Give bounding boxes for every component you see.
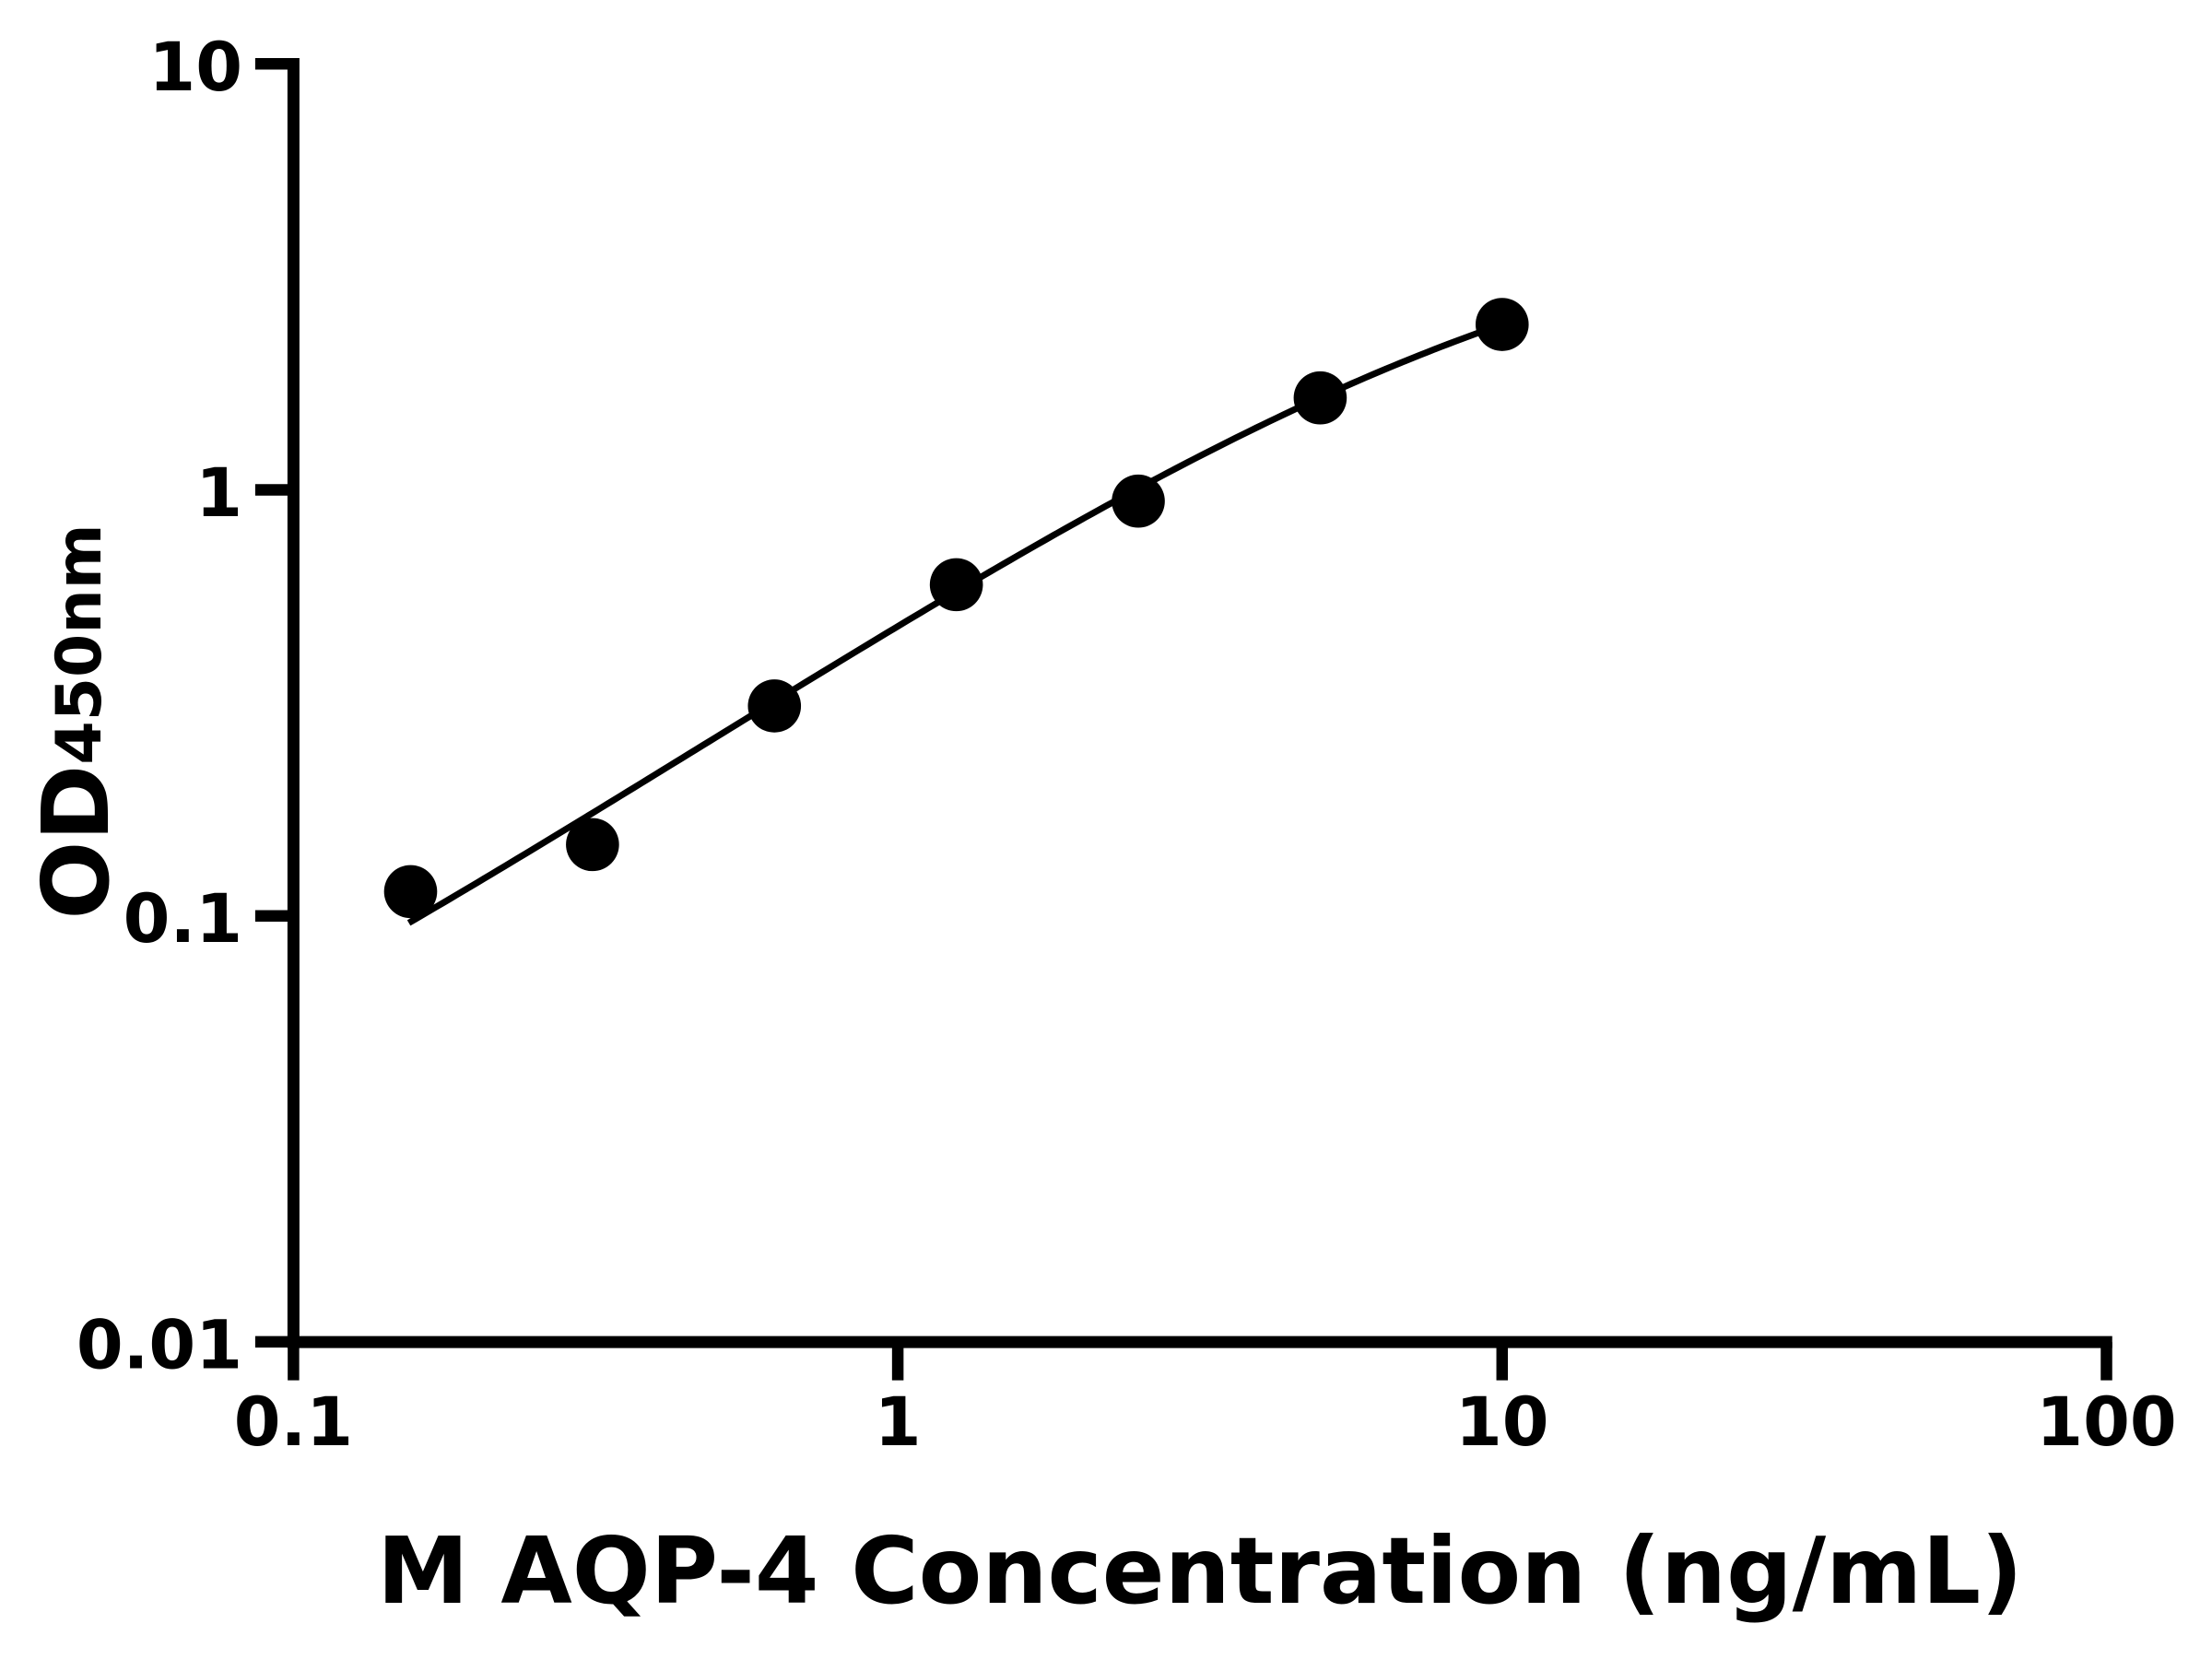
x-tick-label-100: 100 bbox=[2036, 1383, 2176, 1462]
y-axis-title-subscript: 450nm bbox=[43, 524, 116, 764]
x-axis-title: M AQP-4 Concentration (ng/mL) bbox=[377, 1517, 2023, 1625]
data-point bbox=[1293, 371, 1347, 425]
y-axis-title-main: OD bbox=[22, 765, 130, 920]
y-tick-label-0.1: 0.1 bbox=[124, 880, 242, 959]
y-tick-label-0.01: 0.01 bbox=[76, 1306, 242, 1384]
data-layer bbox=[383, 298, 1529, 926]
y-tick-label-1: 1 bbox=[195, 454, 242, 533]
y-axis-title: OD450nm bbox=[22, 524, 130, 919]
axes bbox=[287, 58, 2112, 1348]
tick-labels: 0.01 0.1 1 10 0.1 1 10 100 bbox=[76, 29, 2177, 1462]
x-tick-label-10: 10 bbox=[1455, 1383, 1549, 1462]
y-tick-label-10: 10 bbox=[148, 29, 242, 107]
data-point bbox=[1476, 298, 1529, 351]
x-tick-label-0.1: 0.1 bbox=[234, 1383, 353, 1462]
data-point bbox=[383, 865, 438, 919]
data-point bbox=[929, 558, 983, 612]
data-point bbox=[1112, 474, 1165, 528]
data-point bbox=[566, 818, 619, 872]
tick-marks bbox=[254, 58, 2112, 1381]
x-tick-label-1: 1 bbox=[875, 1383, 922, 1462]
data-point bbox=[747, 679, 802, 733]
